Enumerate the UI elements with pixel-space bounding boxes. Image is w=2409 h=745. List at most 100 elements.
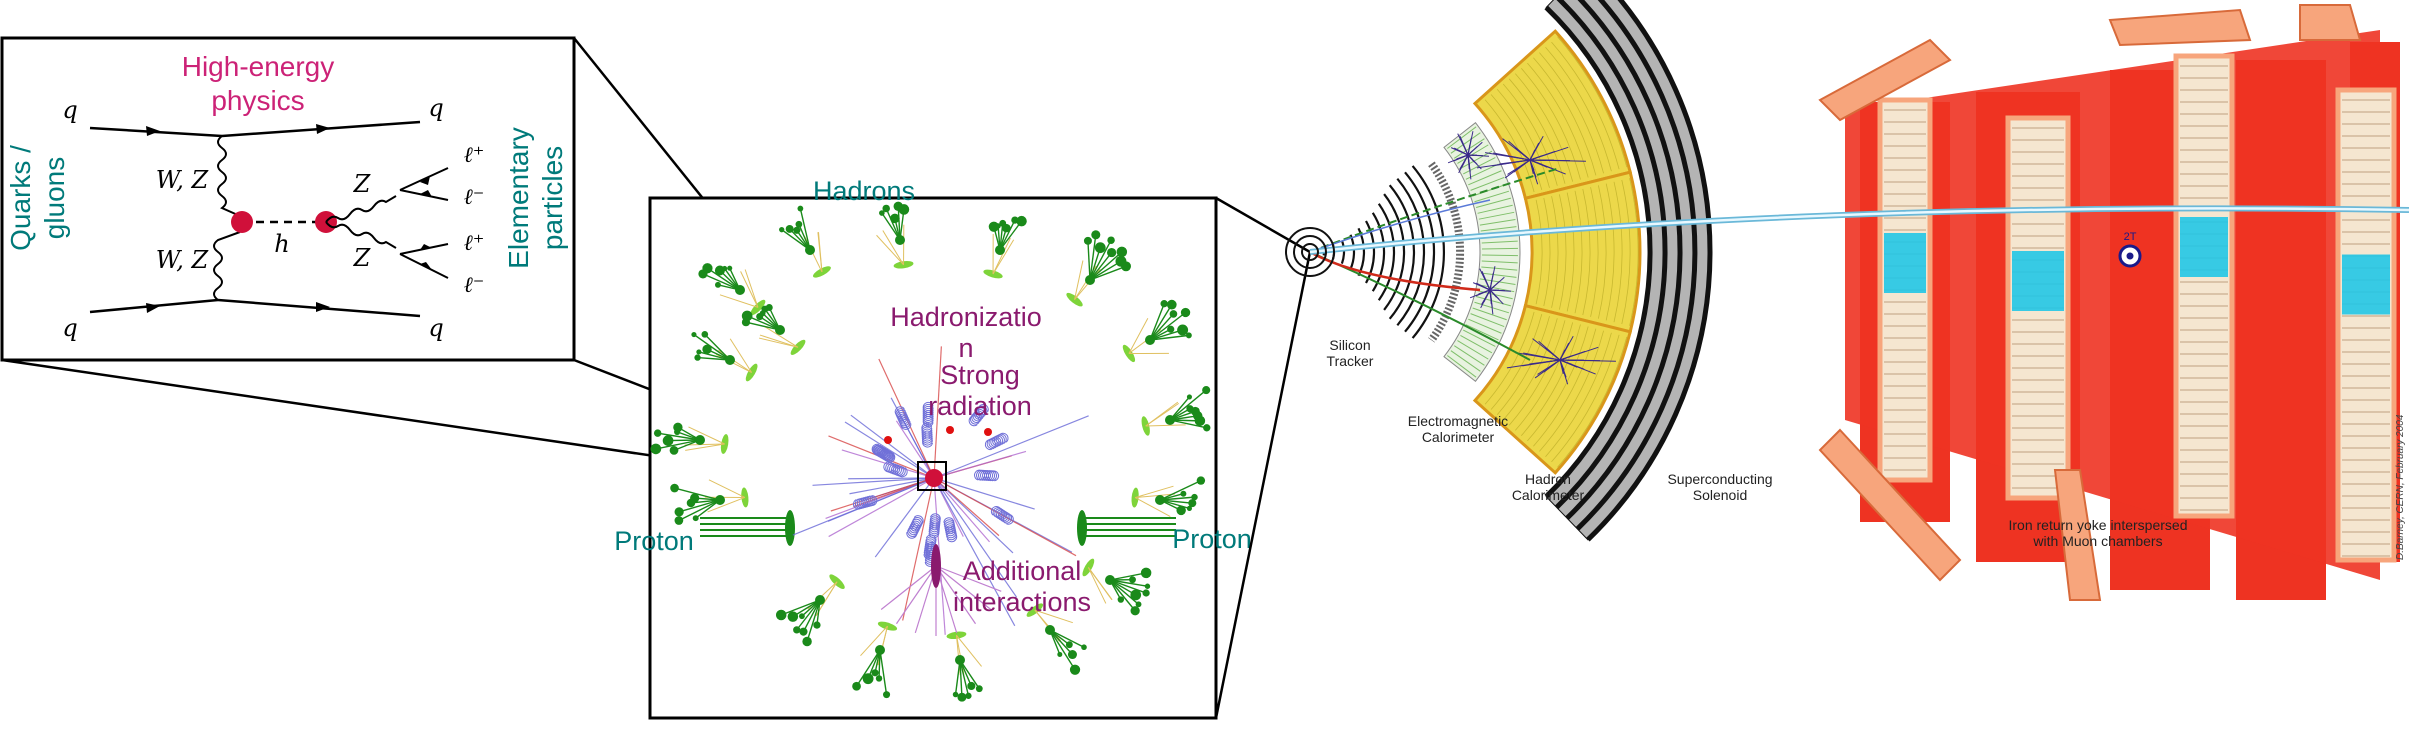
preshower-layer xyxy=(1431,164,1460,340)
label-quarks-gluons-line1: Quarks / xyxy=(5,145,36,251)
hadron-icon xyxy=(1105,575,1115,585)
hadron-icon xyxy=(654,429,661,436)
label-lepton-4: ℓ⁻ xyxy=(464,273,485,298)
hadron-icon xyxy=(953,692,959,698)
hadron-icon xyxy=(788,611,799,622)
hadron-icon xyxy=(1145,584,1150,589)
yoke-frame xyxy=(2110,10,2250,45)
ecal-crystal xyxy=(1482,255,1518,256)
magnetic-field-dot-icon xyxy=(2127,253,2134,260)
label-wz-top: W, Z xyxy=(156,166,210,194)
hadron-icon xyxy=(796,221,803,228)
hadron-icon xyxy=(1187,394,1192,399)
hadron-icon xyxy=(1167,326,1174,333)
hadron-icon xyxy=(1070,665,1080,675)
hadron-icon xyxy=(779,227,784,232)
hcal-module xyxy=(1525,172,1640,332)
label-elementary-line1: Elementary xyxy=(503,127,534,269)
hadron-icon xyxy=(727,266,732,271)
hadron-icon xyxy=(871,669,878,676)
hadron-icon xyxy=(1084,237,1092,245)
ecal-crystal xyxy=(1482,248,1518,249)
track-line xyxy=(1310,252,1480,290)
hadron-icon xyxy=(815,595,825,605)
hadron-icon xyxy=(1131,606,1140,615)
hadron-icon xyxy=(1066,641,1073,648)
hadron-icon xyxy=(1118,596,1124,602)
hadron-icon xyxy=(813,621,820,628)
label-higgs: h xyxy=(274,230,289,258)
feynman-title-line2: physics xyxy=(211,85,304,116)
hadron-icon xyxy=(675,507,684,516)
zoom-line xyxy=(1216,252,1310,718)
hadron-icon xyxy=(1085,275,1095,285)
label-z-bottom: Z xyxy=(353,244,372,272)
hadron-icon xyxy=(1095,242,1106,253)
label-quarks-gluons-line2: gluons xyxy=(39,157,70,240)
hadron-icon xyxy=(799,628,807,636)
label-q-top-right: q xyxy=(428,94,443,122)
hadron-icon xyxy=(1197,476,1205,484)
muon-chamber xyxy=(2176,56,2232,516)
event-box xyxy=(650,198,1216,718)
hadron-icon xyxy=(786,225,794,233)
hard-scatter-vertex-icon xyxy=(925,469,943,487)
label-field-strength: 2T xyxy=(2124,231,2137,243)
hadron-icon xyxy=(1107,236,1114,243)
parton-line xyxy=(848,478,934,479)
detector-layers xyxy=(1286,0,2409,600)
hadron-icon xyxy=(675,516,684,525)
hadron-icon xyxy=(1016,216,1026,226)
hadron-icon xyxy=(766,304,773,311)
feynman-title-line1: High-energy xyxy=(182,51,335,82)
hadron-icon xyxy=(670,484,679,493)
hadron-icon xyxy=(852,682,861,691)
hadron-icon xyxy=(875,645,885,655)
hadron-icon xyxy=(1057,652,1062,657)
vertex-icon xyxy=(231,211,253,233)
credit-text: D.Barney, CERN, February 2004 xyxy=(2395,414,2406,560)
hadron-icon xyxy=(1141,568,1151,578)
label-wz-bottom: W, Z xyxy=(156,246,210,274)
hadron-icon xyxy=(1129,576,1136,583)
hadron-icon xyxy=(995,245,1005,255)
hadron-icon xyxy=(1081,644,1087,650)
proton-icon xyxy=(1077,510,1087,546)
hadron-icon xyxy=(1176,506,1185,515)
hadron-icon xyxy=(805,245,815,255)
hadron-icon xyxy=(1202,386,1210,394)
hadron-icon xyxy=(1107,248,1116,257)
hadron-icon xyxy=(793,227,800,234)
hadron-icon xyxy=(725,355,735,365)
hadron-icon xyxy=(715,282,721,288)
hadron-icon xyxy=(701,331,708,338)
hadron-icon xyxy=(735,285,745,295)
feynman-panel: High-energy physics q q q q xyxy=(2,38,574,360)
pileup-vertex-icon xyxy=(931,544,941,588)
label-q-top-left: q xyxy=(62,96,77,124)
muon-rpc xyxy=(2012,251,2064,311)
hadron-icon xyxy=(663,435,674,446)
hadron-icon xyxy=(776,610,787,621)
hadron-icon xyxy=(797,206,803,212)
hadron-icon xyxy=(793,626,800,633)
hadron-icon xyxy=(742,311,753,322)
hadron-icon xyxy=(650,444,661,455)
hadron-icon xyxy=(1145,335,1155,345)
hadron-icon xyxy=(722,266,727,271)
label-z-top: Z xyxy=(353,170,372,198)
label-proton-right: Proton xyxy=(1172,524,1252,554)
tracker-layer xyxy=(1342,240,1344,263)
label-proton-left: Proton xyxy=(614,526,694,556)
hadron-icon xyxy=(883,691,890,698)
ecal-layer xyxy=(1444,123,1520,382)
hadron-icon xyxy=(694,354,700,360)
hadron-icon xyxy=(1186,332,1192,338)
